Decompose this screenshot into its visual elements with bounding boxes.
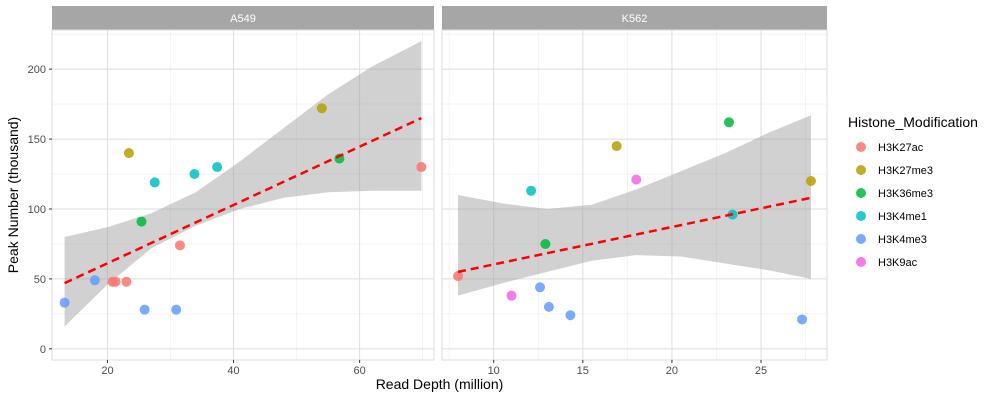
- panel-border: [441, 29, 828, 361]
- data-point-h3k27ac: [416, 162, 427, 173]
- x-tick-label: 10: [488, 365, 500, 377]
- y-tick-label: 200: [28, 64, 46, 76]
- data-point-h3k36me3: [723, 117, 734, 128]
- legend-label: H3K27ac: [878, 142, 924, 154]
- legend-label: H3K4me3: [878, 234, 927, 246]
- y-tick-label: 0: [40, 344, 46, 356]
- x-tick-label: 40: [227, 365, 239, 377]
- data-point-h3k27ac: [110, 276, 121, 287]
- legend-title: Histone_Modification: [848, 114, 978, 130]
- legend-key-h3k27me3: [856, 165, 866, 175]
- data-point-h3k27ac: [453, 271, 464, 282]
- data-point-h3k4me3: [59, 297, 70, 308]
- data-point-h3k4me3: [89, 275, 100, 286]
- data-point-h3k4me3: [543, 301, 554, 312]
- data-point-h3k9ac: [506, 290, 517, 301]
- legend-key-h3k4me3: [856, 234, 866, 244]
- legend-key-h3k36me3: [856, 188, 866, 198]
- y-tick-label: 150: [28, 134, 46, 146]
- legend-key-h3k4me1: [856, 211, 866, 221]
- y-tick-label: 50: [34, 274, 46, 286]
- data-point-h3k4me3: [565, 310, 576, 321]
- legend-label: H3K27me3: [878, 165, 933, 177]
- facet-strip-label: A549: [230, 13, 256, 25]
- legend-key-h3k9ac: [856, 257, 866, 267]
- facet-strip: [442, 6, 827, 30]
- data-point-h3k4me3: [171, 304, 182, 315]
- legend-label: H3K4me1: [878, 211, 927, 223]
- data-point-h3k4me1: [149, 177, 160, 188]
- data-point-h3k27me3: [611, 141, 622, 152]
- x-tick-label: 25: [755, 365, 767, 377]
- y-tick-label: 100: [28, 204, 46, 216]
- legend-label: H3K36me3: [878, 188, 933, 200]
- data-point-h3k4me1: [212, 162, 223, 173]
- data-point-h3k27me3: [805, 176, 816, 187]
- trend-line: [64, 116, 422, 285]
- facet-strip: [52, 6, 434, 30]
- data-point-h3k36me3: [540, 238, 551, 249]
- x-tick-label: 20: [666, 365, 678, 377]
- confidence-band: [458, 115, 811, 296]
- data-point-h3k4me3: [139, 304, 150, 315]
- data-point-h3k27ac: [174, 240, 185, 251]
- facet-strip-label: K562: [622, 13, 648, 25]
- x-axis-title: Read Depth (million): [376, 376, 504, 392]
- data-point-h3k4me3: [535, 282, 546, 293]
- data-point-h3k9ac: [631, 174, 642, 185]
- x-tick-label: 60: [353, 365, 365, 377]
- data-point-h3k27me3: [316, 103, 327, 114]
- data-point-h3k4me1: [526, 185, 537, 196]
- legend-key-h3k27ac: [856, 142, 866, 152]
- data-point-h3k4me3: [797, 314, 808, 325]
- data-point-h3k27ac: [121, 276, 132, 287]
- trend-line: [457, 196, 812, 274]
- x-tick-label: 15: [577, 365, 589, 377]
- y-axis-title: Peak Number (thousand): [5, 117, 21, 273]
- data-point-h3k27me3: [123, 148, 134, 159]
- legend-label: H3K9ac: [878, 257, 918, 269]
- data-point-h3k4me1: [189, 169, 200, 180]
- panel-border: [51, 29, 435, 361]
- x-tick-label: 20: [101, 365, 113, 377]
- data-point-h3k36me3: [136, 216, 147, 227]
- confidence-band: [64, 41, 422, 327]
